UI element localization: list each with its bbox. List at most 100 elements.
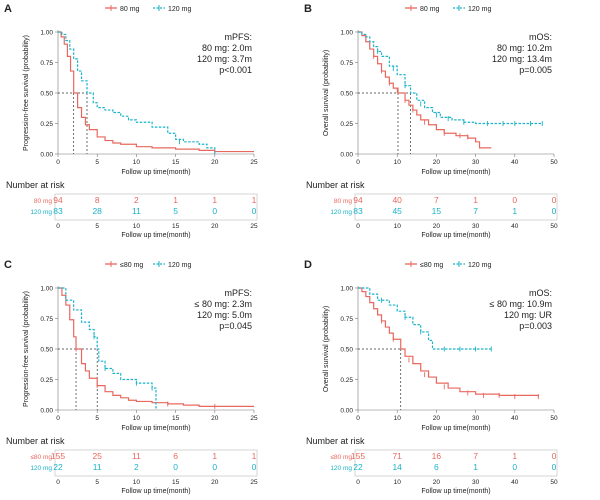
risk-title: Number at risk [6,180,65,190]
panel-letter: A [4,3,12,15]
risk-x-tick-label: 0 [56,223,60,230]
risk-x-tick-label: 0 [356,223,360,230]
risk-cell: 0 [552,462,557,472]
annotation-line: mOS: [529,32,552,42]
risk-cell: 16 [432,451,442,461]
y-tick-label: 0.00 [340,408,353,415]
risk-x-tick-label: 25 [250,479,258,486]
y-tick-label: 0.00 [40,408,53,415]
annotation-line: mPFS: [224,288,252,298]
risk-cell: 155 [51,451,65,461]
risk-x-tick-label: 10 [394,223,402,230]
risk-cell: 0 [512,195,517,205]
x-tick-label: 20 [211,415,219,422]
annotation-line: 80 mg: 10.2m [497,43,552,53]
y-axis-label: Progression-free survival (probability) [23,291,30,407]
risk-cell: 15 [432,206,442,216]
x-tick-label: 20 [433,415,441,422]
annotation-line: 120 mg: 13.4m [492,54,552,64]
km-curve-red [358,31,492,149]
legend: ≤80 mg 120 mg [105,261,191,269]
risk-cell: 94 [53,195,63,205]
x-axis-label: Follow up time(month) [121,169,190,176]
x-tick-label: 15 [172,159,180,166]
y-tick-label: 1.00 [340,30,353,37]
risk-x-tick-label: 15 [172,479,180,486]
risk-cell: 1 [212,451,217,461]
risk-cell: 83 [353,206,363,216]
y-tick-label: 0.75 [340,60,353,67]
panel-a: A 80 mg 120 mg0.000.250.500.751.000 5 10 15 20… [4,3,258,239]
risk-cell: 2 [134,462,139,472]
x-axis-label: Follow up time(month) [421,169,490,176]
annotation-line: p=0.003 [519,321,552,331]
risk-cell: 0 [252,462,257,472]
y-tick-label: 0.50 [40,347,53,354]
risk-x-axis-label: Follow up time(month) [121,488,190,495]
x-tick-label: 5 [95,415,99,422]
risk-x-tick-label: 30 [472,479,480,486]
risk-x-tick-label: 40 [511,479,519,486]
risk-cell: 0 [252,206,257,216]
panel-d: D ≤80 mg 120 mg0.000.250.500.751.000 10 20 30… [304,259,558,495]
risk-x-tick-label: 40 [511,223,519,230]
risk-cell: 7 [473,206,478,216]
legend: 80 mg 120 mg [405,5,491,13]
x-tick-label: 0 [56,415,60,422]
risk-x-tick-label: 0 [356,479,360,486]
risk-x-tick-label: 10 [394,479,402,486]
risk-cell: 94 [353,195,363,205]
panel-letter: B [304,3,312,15]
y-tick-label: 0.25 [40,377,53,384]
x-tick-label: 15 [172,415,180,422]
risk-row-label: 120 mg [30,465,52,472]
km-curve-red [358,287,539,397]
risk-row-label: 120 mg [330,465,352,472]
risk-table-box [354,193,558,221]
risk-cell: 1 [173,195,178,205]
y-tick-label: 0.25 [40,121,53,128]
risk-cell: 0 [212,462,217,472]
risk-x-tick-label: 10 [133,479,141,486]
risk-row-label: 120 mg [30,209,52,216]
risk-cell: 155 [351,451,365,461]
legend: ≤80 mg 120 mg [405,261,491,269]
legend-label: 80 mg [120,6,140,13]
x-tick-label: 40 [511,415,519,422]
legend-label: 120 mg [168,262,191,269]
x-tick-label: 5 [95,159,99,166]
y-tick-label: 0.75 [40,60,53,67]
annotation-line: mOS: [529,288,552,298]
risk-cell: 22 [353,462,363,472]
x-tick-label: 10 [394,159,402,166]
y-tick-label: 0.75 [340,316,353,323]
legend-label: ≤80 mg [120,262,143,269]
x-axis-label: Follow up time(month) [121,425,190,432]
annotation-line: 120 mg: UR [504,310,553,320]
risk-cell: 1 [473,462,478,472]
annotation-line: 80 mg: 2.0m [202,43,252,53]
risk-row-label: 120 mg [330,209,352,216]
risk-cell: 45 [392,206,402,216]
y-tick-label: 1.00 [40,30,53,37]
x-tick-label: 50 [550,159,558,166]
risk-cell: 28 [92,206,102,216]
risk-x-tick-label: 50 [550,223,558,230]
risk-cell: 25 [92,451,102,461]
risk-cell: 11 [93,462,102,472]
km-curve-blue [358,31,543,125]
risk-cell: 1 [512,451,517,461]
legend-label: ≤80 mg [420,262,443,269]
y-tick-label: 0.50 [340,347,353,354]
y-axis-label: Overall survival (probability) [323,306,330,392]
annotation-line: 120 mg: 5.0m [197,310,252,320]
x-axis-label: Follow up time(month) [421,425,490,432]
risk-x-tick-label: 20 [433,479,441,486]
y-tick-label: 1.00 [40,286,53,293]
y-axis-label: Progression-free survival (probability) [23,35,30,151]
legend-label: 120 mg [468,262,491,269]
risk-cell: 40 [392,195,402,205]
km-curve-blue [358,287,492,350]
